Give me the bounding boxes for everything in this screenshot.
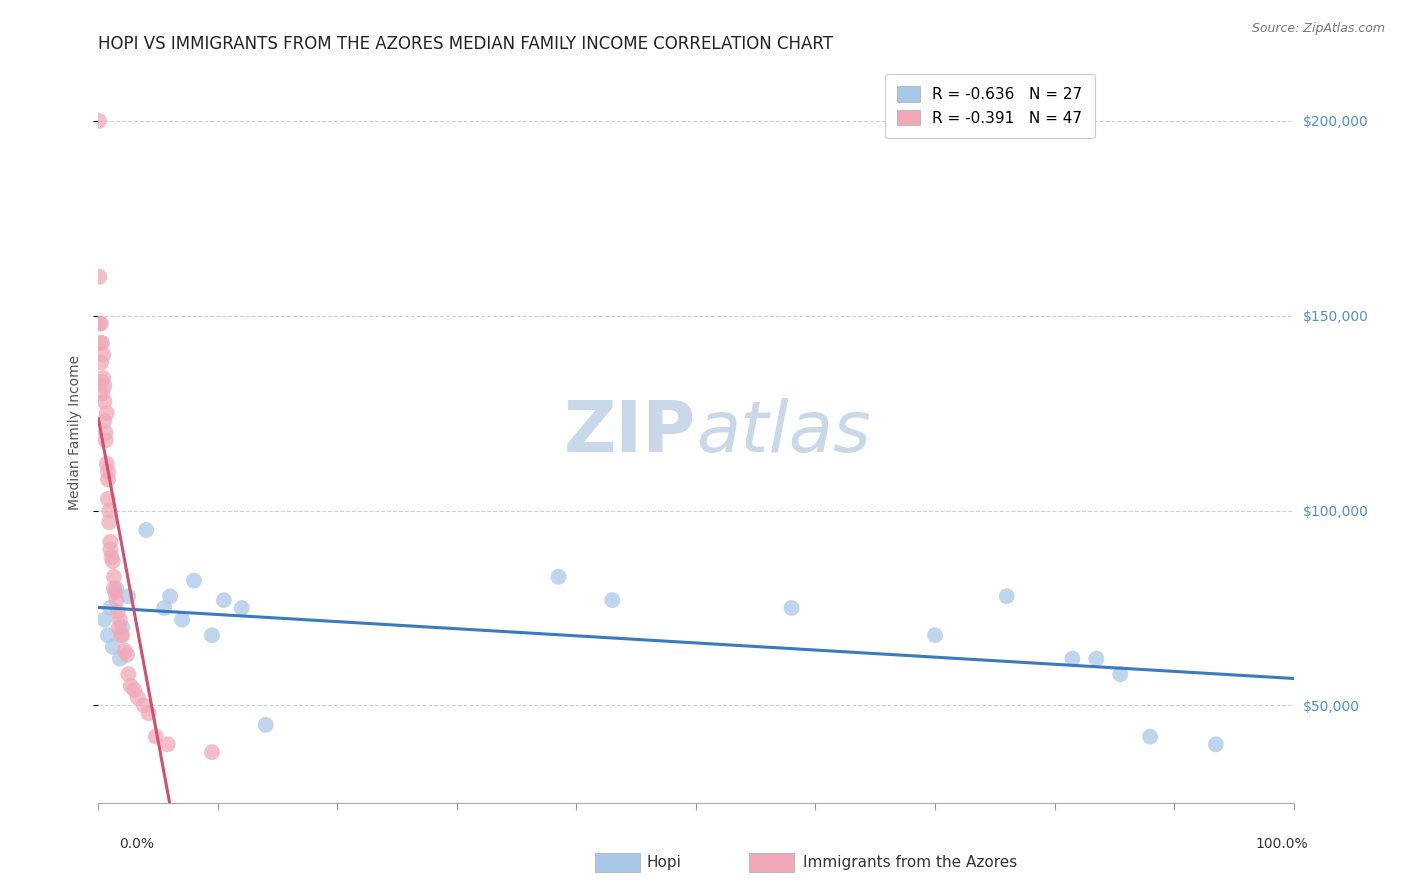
- Point: [132, 698, 155, 713]
- Point: [114, 644, 136, 658]
- Point: [89, 269, 111, 284]
- Point: [89, 317, 111, 331]
- Point: [120, 679, 142, 693]
- Point: [98, 534, 122, 549]
- Point: [91, 386, 114, 401]
- Point: [96, 406, 118, 420]
- Point: [111, 620, 134, 634]
- Point: [103, 582, 125, 596]
- Point: [107, 620, 129, 634]
- Point: [1205, 737, 1227, 751]
- Point: [201, 628, 224, 642]
- Text: HOPI VS IMMIGRANTS FROM THE AZORES MEDIAN FAMILY INCOME CORRELATION CHART: HOPI VS IMMIGRANTS FROM THE AZORES MEDIA…: [98, 35, 834, 53]
- Point: [105, 593, 128, 607]
- Point: [212, 593, 235, 607]
- Point: [104, 585, 127, 599]
- Point: [91, 336, 114, 351]
- Point: [1085, 651, 1108, 665]
- Point: [94, 434, 117, 448]
- Text: atlas: atlas: [696, 398, 870, 467]
- Point: [135, 523, 157, 537]
- Point: [97, 491, 120, 506]
- Point: [1139, 730, 1161, 744]
- Point: [780, 601, 803, 615]
- Point: [153, 601, 176, 615]
- Point: [111, 628, 134, 642]
- Point: [100, 550, 122, 565]
- Point: [1062, 651, 1084, 665]
- Point: [89, 336, 111, 351]
- Point: [97, 628, 120, 642]
- Text: Hopi: Hopi: [647, 855, 682, 870]
- Point: [1109, 667, 1132, 681]
- Text: Immigrants from the Azores: Immigrants from the Azores: [803, 855, 1017, 870]
- Point: [110, 628, 132, 642]
- Point: [96, 457, 118, 471]
- Point: [90, 375, 112, 389]
- Point: [105, 582, 128, 596]
- Point: [87, 114, 110, 128]
- Point: [995, 589, 1018, 603]
- Point: [254, 718, 277, 732]
- Legend: R = -0.636   N = 27, R = -0.391   N = 47: R = -0.636 N = 27, R = -0.391 N = 47: [884, 74, 1095, 138]
- Point: [90, 355, 112, 369]
- Point: [547, 570, 569, 584]
- Text: 100.0%: 100.0%: [1256, 837, 1308, 851]
- Point: [98, 601, 122, 615]
- Text: Source: ZipAtlas.com: Source: ZipAtlas.com: [1251, 22, 1385, 36]
- Point: [103, 570, 125, 584]
- Text: 0.0%: 0.0%: [120, 837, 155, 851]
- Point: [94, 425, 117, 440]
- Point: [101, 640, 124, 654]
- Point: [101, 554, 124, 568]
- Point: [93, 394, 115, 409]
- Point: [138, 706, 160, 721]
- Point: [201, 745, 224, 759]
- Point: [98, 503, 121, 517]
- Point: [107, 605, 129, 619]
- Point: [97, 465, 120, 479]
- Point: [93, 379, 115, 393]
- Text: ZIP: ZIP: [564, 398, 696, 467]
- Point: [98, 542, 122, 557]
- Point: [127, 690, 149, 705]
- Y-axis label: Median Family Income: Median Family Income: [67, 355, 82, 510]
- Point: [108, 613, 131, 627]
- Point: [93, 414, 115, 428]
- Point: [97, 472, 120, 486]
- Point: [91, 371, 114, 385]
- Point: [159, 589, 181, 603]
- Point: [117, 589, 139, 603]
- Point: [90, 317, 112, 331]
- Point: [602, 593, 624, 607]
- Point: [117, 667, 139, 681]
- Point: [172, 613, 194, 627]
- Point: [924, 628, 946, 642]
- Point: [231, 601, 253, 615]
- Point: [145, 730, 167, 744]
- Point: [93, 613, 115, 627]
- Point: [115, 648, 138, 662]
- Point: [91, 348, 114, 362]
- Point: [98, 515, 121, 529]
- Point: [183, 574, 205, 588]
- Point: [124, 682, 146, 697]
- Point: [108, 651, 131, 665]
- Point: [156, 737, 179, 751]
